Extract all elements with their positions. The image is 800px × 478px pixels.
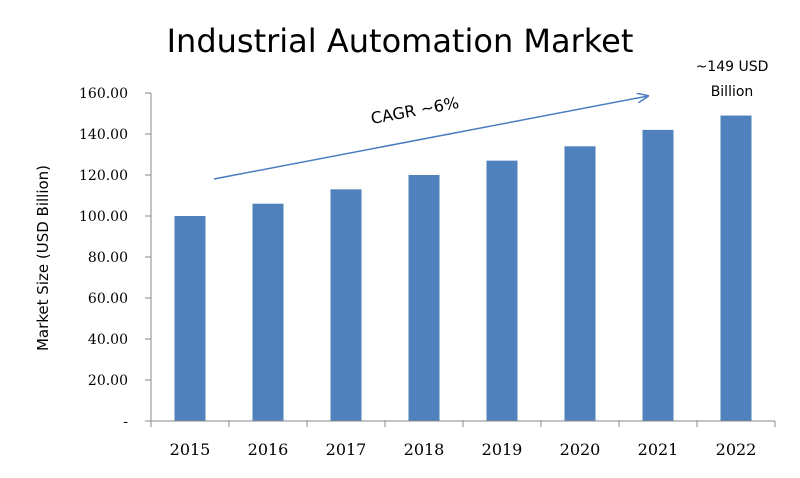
bar-2018: [408, 175, 440, 421]
bar-2016: [252, 203, 284, 421]
x-tick-label: 2015: [170, 440, 211, 459]
end-value-annotation-line2: Billion: [711, 84, 754, 100]
end-value-annotation-line1: ~149 USD: [696, 59, 769, 75]
x-tick-label: 2020: [560, 440, 601, 459]
x-tick-label: 2016: [248, 440, 289, 459]
bars: [174, 115, 752, 422]
y-tick-label: 120.00: [79, 168, 128, 184]
bar-2022: [720, 115, 752, 422]
x-tick-label: 2019: [482, 440, 523, 459]
bar-2019: [486, 160, 518, 421]
y-tick-label: 80.00: [88, 250, 128, 266]
y-tick-label: 60.00: [88, 291, 128, 307]
x-tick-label: 2018: [404, 440, 445, 459]
y-tick-label: 100.00: [79, 209, 128, 225]
cagr-label: CAGR ~6%: [369, 93, 460, 128]
bar-2021: [642, 129, 674, 421]
y-tick-label: 20.00: [88, 373, 128, 389]
bar-2017: [330, 189, 362, 421]
bar-2015: [174, 216, 206, 421]
y-axis-ticks: - 20.00 40.00 60.00 80.00 100.00 120.00 140.00 1…: [79, 86, 151, 430]
chart-title: Industrial Automation Market: [167, 22, 634, 60]
y-tick-label: 40.00: [88, 332, 128, 348]
y-tick-label: -: [123, 414, 128, 430]
y-tick-label: 160.00: [79, 86, 128, 102]
x-axis-ticks: 2015 2016 2017 2018 2019 2020 2021 2022: [150, 421, 776, 459]
cagr-trend-arrow: [213, 96, 648, 180]
x-tick-label: 2021: [638, 440, 679, 459]
y-axis-label: Market Size (USD Billion): [34, 165, 52, 351]
x-tick-label: 2022: [716, 440, 757, 459]
y-tick-label: 140.00: [79, 127, 128, 143]
bar-2020: [564, 146, 596, 422]
x-tick-label: 2017: [326, 440, 367, 459]
